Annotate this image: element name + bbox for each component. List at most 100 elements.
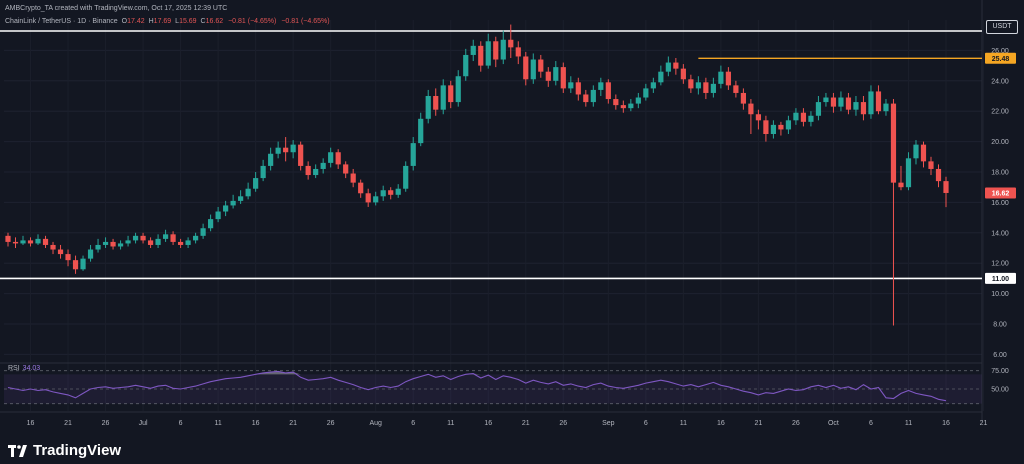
- candle-body: [620, 105, 626, 109]
- candle: [590, 85, 596, 107]
- time-tick-label: 21: [980, 420, 988, 427]
- candle-body: [605, 82, 611, 100]
- candle-body: [42, 238, 49, 245]
- candle-body: [140, 235, 146, 241]
- candle: [898, 165, 904, 191]
- time-tick-label: 21: [755, 420, 763, 427]
- candle: [793, 108, 799, 125]
- candle: [673, 58, 679, 75]
- candle-body: [613, 99, 619, 106]
- candle: [305, 161, 311, 180]
- candle-body: [155, 238, 161, 245]
- candle: [823, 92, 829, 107]
- candle-body: [560, 67, 566, 89]
- time-tick-label: 26: [559, 420, 567, 427]
- candle-body: [365, 193, 371, 203]
- candle-body: [890, 103, 897, 183]
- candle-body: [920, 144, 927, 162]
- quote-currency-button[interactable]: USDT: [986, 20, 1018, 34]
- ohlc-open-label: O: [121, 18, 128, 25]
- candle-body: [328, 152, 334, 163]
- tradingview-logo[interactable]: TradingView: [8, 442, 121, 459]
- candle: [72, 255, 79, 274]
- candle: [658, 65, 664, 86]
- candle: [733, 80, 739, 98]
- candle: [560, 62, 566, 93]
- candle-body: [448, 85, 454, 103]
- candle-body: [403, 165, 409, 189]
- candle: [117, 240, 124, 250]
- candle: [643, 83, 649, 101]
- candle: [5, 232, 11, 247]
- candle: [478, 41, 484, 72]
- time-tick-label: Sep: [602, 420, 615, 427]
- candle-body: [388, 190, 394, 195]
- candle: [868, 85, 874, 119]
- candle: [50, 241, 56, 255]
- candle: [860, 96, 867, 121]
- candle-body: [650, 82, 656, 89]
- candle-body: [358, 182, 364, 194]
- candle: [193, 232, 199, 244]
- tradingview-logo-icon: [8, 444, 27, 457]
- candle: [725, 67, 731, 90]
- candle-body: [590, 89, 596, 103]
- candle-body: [785, 120, 792, 130]
- candle: [110, 238, 116, 250]
- candle-body: [808, 115, 814, 122]
- candle-body: [883, 103, 889, 112]
- candle: [358, 179, 364, 198]
- candle: [440, 79, 446, 115]
- candle: [215, 206, 221, 223]
- candle-body: [193, 235, 199, 241]
- price-badge-label: 16.62: [992, 190, 1010, 197]
- candle: [147, 237, 154, 248]
- candle: [208, 214, 214, 232]
- candle: [335, 149, 341, 169]
- candle: [320, 158, 326, 174]
- candle-body: [800, 112, 807, 122]
- time-tick-label: 16: [252, 420, 260, 427]
- candle-body: [320, 162, 326, 169]
- candle: [553, 61, 559, 86]
- candle: [845, 92, 852, 115]
- price-badge: [985, 272, 1016, 284]
- candle-body: [515, 47, 521, 57]
- candle: [515, 41, 521, 65]
- time-tick-label: Oct: [828, 420, 839, 427]
- candle-body: [117, 243, 124, 247]
- candle: [470, 39, 476, 62]
- candle: [350, 168, 356, 188]
- candle-body: [845, 97, 852, 110]
- candle: [890, 99, 897, 326]
- candle: [748, 99, 754, 134]
- candle-body: [710, 83, 716, 93]
- time-tick-label: 21: [289, 420, 297, 427]
- candle: [875, 85, 882, 115]
- candle: [403, 161, 409, 192]
- candle-body: [147, 240, 154, 245]
- candle: [530, 53, 536, 84]
- candle: [290, 140, 296, 159]
- candle: [928, 156, 934, 176]
- candle-body: [305, 165, 311, 176]
- brand-name: TradingView: [33, 442, 122, 459]
- candle-body: [853, 102, 859, 110]
- price-tick-label: 6.00: [993, 352, 1007, 359]
- candle-body: [770, 124, 777, 134]
- rsi-legend[interactable]: RSI 34.03: [8, 365, 40, 372]
- candle-body: [583, 94, 589, 103]
- candle-body: [162, 234, 169, 239]
- candle: [80, 255, 86, 271]
- candle: [770, 120, 777, 139]
- time-tick-label: 26: [102, 420, 110, 427]
- time-tick-label: 16: [717, 420, 725, 427]
- candle: [545, 67, 551, 87]
- candle: [275, 141, 281, 159]
- time-tick-label: 6: [869, 420, 873, 427]
- candle: [718, 65, 724, 89]
- candle-body: [298, 144, 304, 166]
- candle: [410, 137, 416, 171]
